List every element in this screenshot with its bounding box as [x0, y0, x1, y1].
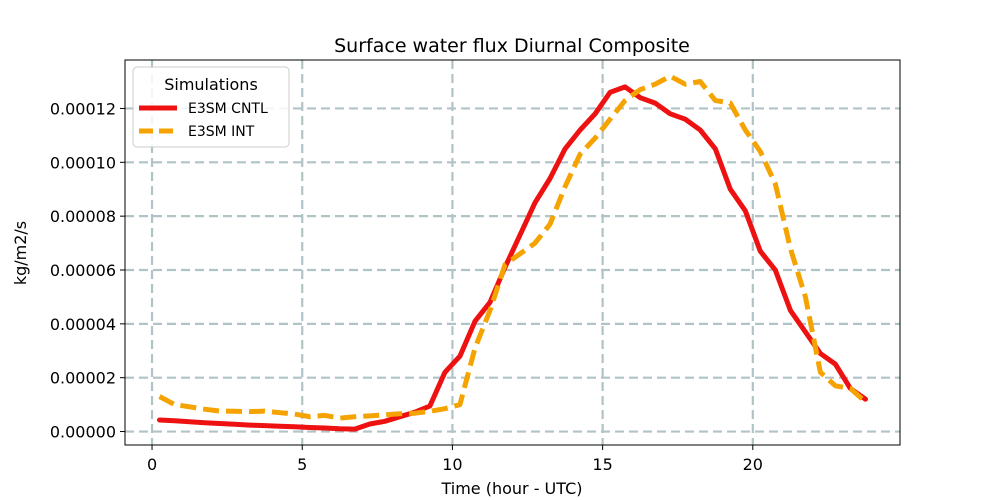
- plot-frame: [124, 59, 901, 446]
- y-axis-title: kg/m2/s: [11, 221, 30, 285]
- legend-title: Simulations: [164, 75, 258, 94]
- y-tick-label: 0.00002: [50, 369, 116, 388]
- y-tick-label: 0.00010: [50, 153, 116, 172]
- x-tick-label: 0: [147, 455, 157, 474]
- x-tick-label: 15: [592, 455, 612, 474]
- axis-ticks: 0 5 10 15 20 0.00000 0.00002 0.00004 0.00006 0.00…: [50, 99, 763, 474]
- y-tick-label: 0.00000: [50, 423, 116, 442]
- legend-box: [132, 66, 290, 148]
- x-tick-label: 10: [442, 455, 462, 474]
- y-tick-label: 0.00004: [50, 315, 116, 334]
- x-tick-label: 5: [297, 455, 307, 474]
- legend-label-e3sm-cntl: E3SM CNTL: [188, 101, 268, 117]
- legend: Simulations E3SM CNTL E3SM INT: [132, 66, 290, 148]
- series-line-e3sm-int: [158, 73, 868, 421]
- y-tick-label: 0.00006: [50, 261, 116, 280]
- series-line-e3sm-cntl: [157, 84, 868, 432]
- legend-label-e3sm-int: E3SM INT: [188, 124, 255, 140]
- x-tick-label: 20: [743, 455, 763, 474]
- y-tick-label: 0.00008: [50, 207, 116, 226]
- chart-title: Surface water flux Diurnal Composite: [334, 35, 690, 57]
- x-axis-title: Time (hour - UTC): [440, 479, 582, 498]
- y-tick-label: 0.00012: [50, 99, 116, 118]
- plot-area: [157, 73, 868, 432]
